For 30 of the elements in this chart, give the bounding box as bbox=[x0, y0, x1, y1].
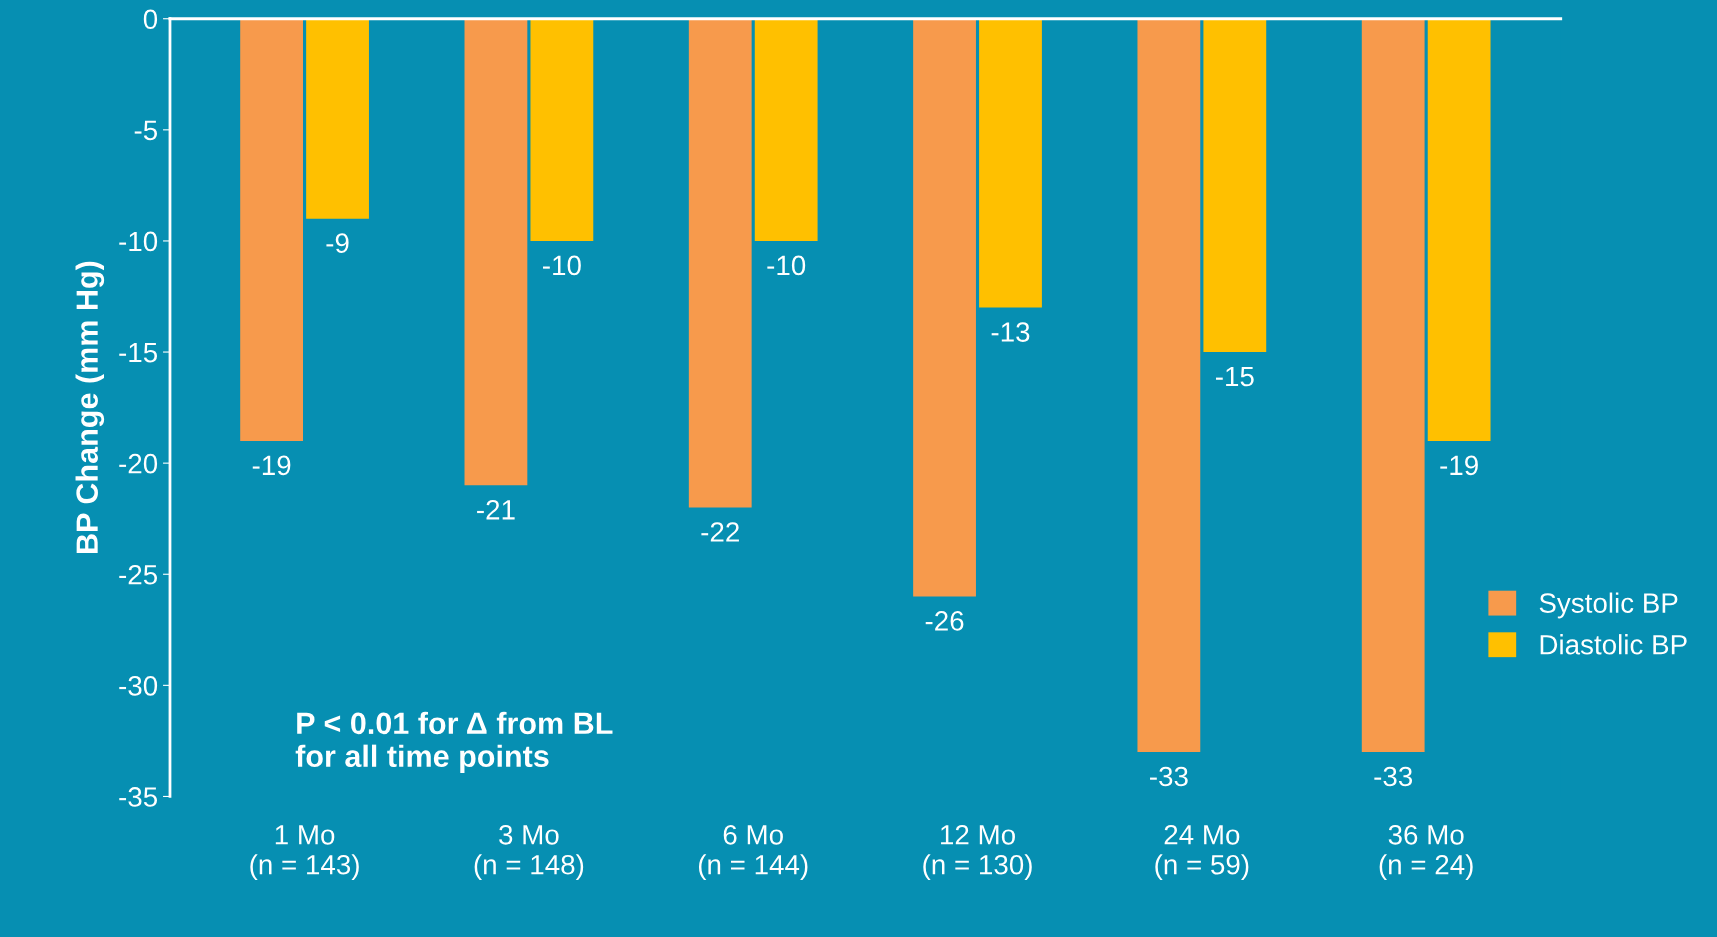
data-label: -26 bbox=[925, 611, 964, 631]
y-tick-label: -30 bbox=[119, 676, 158, 696]
data-label: -33 bbox=[1150, 766, 1188, 787]
y-tick-label: -25 bbox=[119, 564, 158, 585]
data-label: -21 bbox=[477, 499, 515, 520]
data-label: -13 bbox=[991, 322, 1030, 342]
data-label: -19 bbox=[252, 455, 291, 476]
data-label: -10 bbox=[767, 255, 806, 276]
x-tick-label: 36 Mo (n = 24) bbox=[1379, 824, 1473, 881]
y-tick-label: -15 bbox=[119, 343, 158, 363]
data-label: -9 bbox=[326, 233, 349, 254]
legend-label: Systolic BP bbox=[1539, 592, 1678, 619]
x-tick-label: 1 Mo (n = 143) bbox=[250, 825, 359, 881]
x-tick-label: 24 Mo (n = 59) bbox=[1155, 824, 1249, 881]
legend-label: Diastolic BP bbox=[1540, 634, 1687, 655]
y-axis-title: BP Change (mm Hg) bbox=[75, 261, 105, 553]
annotation: P < 0.01 for Δ from BL for all time points bbox=[295, 711, 613, 774]
y-tick-label: 0 bbox=[143, 9, 158, 30]
data-label: -15 bbox=[1215, 366, 1254, 387]
x-tick-label: 12 Mo (n = 130) bbox=[923, 824, 1032, 881]
y-tick-label: -35 bbox=[119, 787, 158, 807]
data-label: -10 bbox=[543, 255, 581, 276]
x-tick-label: 6 Mo (n = 144) bbox=[698, 824, 808, 881]
data-label: -22 bbox=[701, 522, 739, 542]
x-tick-label: 3 Mo (n = 148) bbox=[474, 824, 584, 881]
y-tick-label: -5 bbox=[134, 120, 158, 141]
y-tick-label: -20 bbox=[119, 453, 158, 474]
data-label: -19 bbox=[1440, 455, 1478, 476]
data-label: -33 bbox=[1374, 766, 1413, 787]
y-tick-label: -10 bbox=[119, 231, 158, 252]
